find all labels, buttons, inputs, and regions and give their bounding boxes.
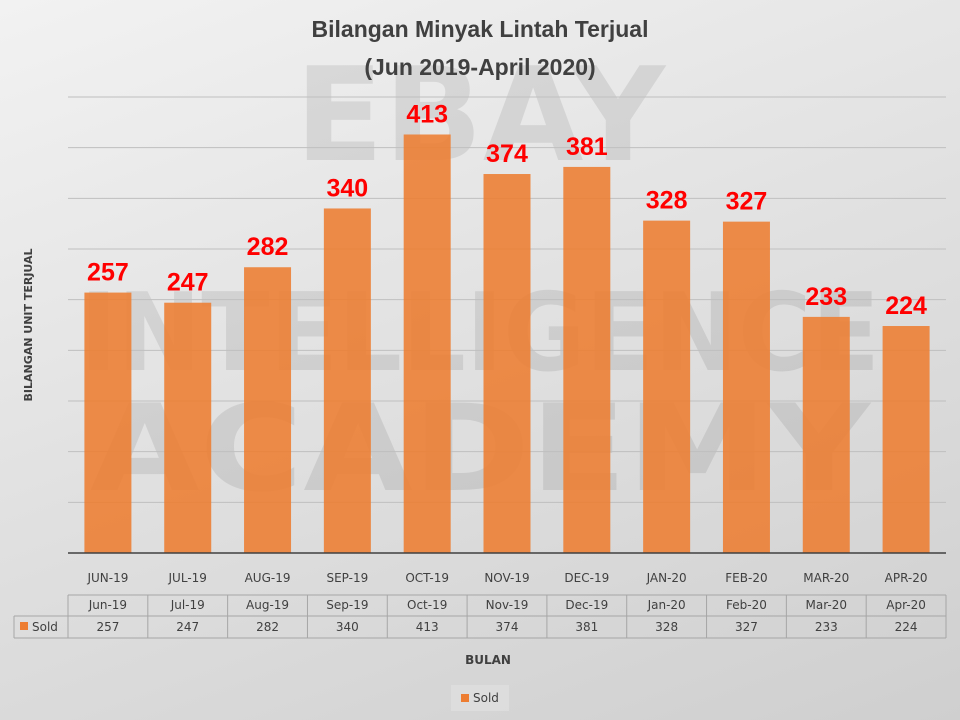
x-tick-label: JUN-19 [86,571,128,585]
table-header-cell: Oct-19 [407,598,447,612]
chart-title: Bilangan Minyak Lintah Terjual [312,16,649,42]
bar [244,267,292,553]
table-value-cell: 257 [96,620,119,634]
data-label: 381 [566,133,608,161]
table-value-cell: 233 [815,620,838,634]
data-label: 327 [726,188,768,216]
table-header-cell: Jul-19 [170,598,205,612]
data-label: 328 [646,187,688,215]
table-series-label: Sold [32,620,58,634]
chart-subtitle: (Jun 2019-April 2020) [364,54,595,80]
table-legend-swatch [20,622,28,630]
bar [403,134,451,553]
bars [68,134,946,554]
bar [483,174,531,553]
x-tick-label: OCT-19 [405,571,449,585]
data-label: 233 [805,283,847,311]
data-label: 247 [167,269,209,297]
table-value-cell: 374 [496,620,519,634]
table-value-cell: 224 [895,620,918,634]
x-tick-label: MAR-20 [803,571,849,585]
data-label: 374 [486,140,528,168]
table-value-cell: 413 [416,620,439,634]
bar [882,326,930,553]
y-axis-label: BILANGAN UNIT TERJUAL [22,248,35,401]
bar [164,302,212,553]
table-header-cell: Mar-20 [806,598,847,612]
x-tick-label: FEB-20 [725,571,767,585]
table-value-cell: 328 [655,620,678,634]
table-header-cell: Apr-20 [886,598,926,612]
table-value-cell: 340 [336,620,359,634]
legend-swatch [461,694,469,702]
table-header-cell: Feb-20 [726,598,767,612]
x-tick-label: APR-20 [885,571,928,585]
x-tick-label: JAN-20 [646,571,687,585]
bar [563,166,611,554]
legend: Sold [451,685,509,711]
x-tick-label: NOV-19 [484,571,529,585]
x-axis-label: BULAN [465,653,511,667]
x-tick-label: SEP-19 [326,571,368,585]
legend-label: Sold [473,691,499,705]
table-value-cell: 282 [256,620,279,634]
table-header-cell: Nov-19 [486,598,529,612]
x-tick-label: DEC-19 [564,571,609,585]
data-label: 282 [247,233,289,261]
data-label: 257 [87,259,129,287]
x-tick-labels: JUN-19 JUL-19 AUG-19 SEP-19 OCT-19 NOV-19 DEC-… [86,571,927,585]
x-tick-label: AUG-19 [245,571,291,585]
table-value-cell: 247 [176,620,199,634]
data-label: 224 [885,292,927,320]
table-value-cell: 381 [575,620,598,634]
data-label: 413 [406,100,448,128]
data-labels: 257 247 282 340 413 374 381 328 327 233 224 [87,100,927,320]
bar [802,316,850,553]
bar [643,220,691,554]
table-header-cell: Jun-19 [88,598,127,612]
bar [323,208,371,553]
table-header-cell: Sep-19 [326,598,368,612]
table-header-cell: Jan-20 [647,598,686,612]
x-tick-label: JUL-19 [168,571,207,585]
table-header-cell: Aug-19 [246,598,289,612]
svg-text:EBAY: EBAY [295,39,667,191]
data-label: 340 [327,174,369,202]
data-table: Jun-19 257 Jul-19 247 Aug-19 282 Sep-19 340 Oct-… [13,594,947,639]
table-header-cell: Dec-19 [565,598,608,612]
table-value-cell: 327 [735,620,758,634]
bar [84,292,132,553]
bar [722,221,770,553]
